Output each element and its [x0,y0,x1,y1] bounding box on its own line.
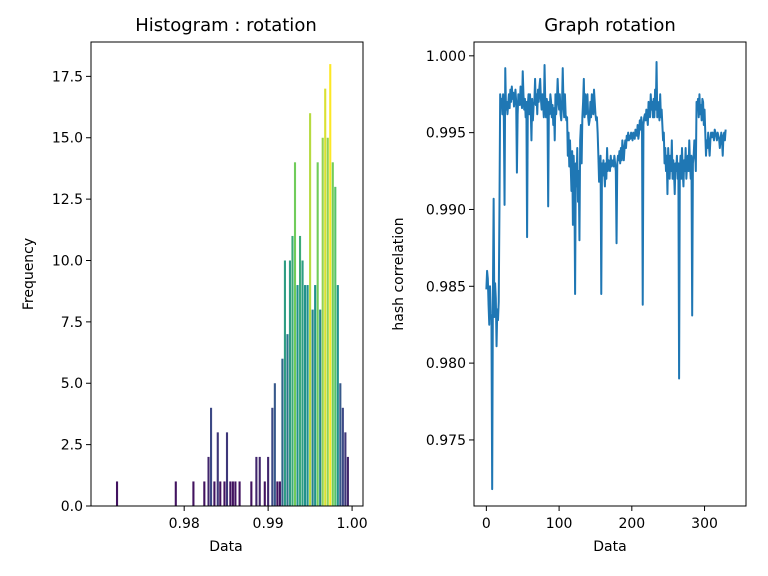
histogram-bar [225,432,229,506]
line-graph-x-tick-label: 0 [482,516,491,532]
histogram-axes-frame [90,41,364,507]
line-graph-title: Graph rotation [544,15,676,36]
histogram-y-ticks: 0.0 2.5 5.0 7.5 10.0 12.5 15.0 17.5 [52,69,91,515]
histogram-bar [210,407,213,506]
line-graph-panel: Graph rotation 0.975 0.980 0.985 0.990 0.995… [391,15,747,555]
line-graph-axes-frame [473,41,747,507]
line-series [485,60,727,491]
histogram-bar [273,383,276,506]
line-graph-x-tick-label: 200 [618,516,645,532]
histogram-panel: Histogram : rotation 0.0 2.5 5.0 7.5 10.0 12.… [21,15,368,555]
histogram-bar [192,481,195,506]
histogram-bar [278,481,281,506]
line-graph-y-tick-label: 1.000 [426,49,466,65]
histogram-bars [115,64,349,507]
histogram-bar [316,162,319,507]
histogram-bar [311,309,314,506]
line-graph-y-tick-label: 0.985 [426,279,466,295]
line-graph-x-tick-label: 100 [546,516,573,532]
histogram-bar [329,64,332,506]
histogram-bar [207,456,210,506]
histogram-bar [281,358,284,506]
histogram-x-tick-label: 1.00 [337,516,368,532]
histogram-bar [291,235,294,506]
histogram-bar [174,481,177,506]
histogram-bar [306,285,309,506]
histogram-y-tick-label: 5.0 [61,376,83,392]
line-graph-y-tick-label: 0.995 [426,126,466,142]
histogram-bar [304,285,307,506]
histogram-bar [341,407,344,506]
line-graph-y-ticks: 0.975 0.980 0.985 0.990 0.995 1.000 [426,49,474,449]
histogram-bar [255,456,258,506]
histogram-y-tick-label: 0.0 [61,499,83,515]
line-graph-y-axis-label: hash correlation [391,217,407,330]
histogram-bar [301,260,304,506]
histogram-bar [223,481,226,506]
histogram-y-tick-label: 17.5 [52,69,83,85]
histogram-bar [276,481,279,506]
histogram-bar [309,113,312,506]
histogram-bar [324,88,327,507]
histogram-y-tick-label: 2.5 [61,438,83,454]
histogram-bar [344,432,347,506]
histogram-x-axis-label: Data [209,539,242,555]
line-graph-x-ticks: 0 100 200 300 [482,506,718,532]
histogram-bar [326,137,329,506]
histogram-bar [334,186,337,506]
histogram-bar [271,407,274,506]
histogram-bar [219,481,222,506]
histogram-bar [331,162,334,507]
histogram-bar [296,285,299,506]
histogram-x-ticks: 0.98 0.99 1.00 [169,506,368,532]
histogram-y-tick-label: 10.0 [52,253,83,269]
histogram-x-tick-label: 0.98 [169,516,200,532]
histogram-y-tick-label: 7.5 [61,315,83,331]
histogram-bar [267,456,270,506]
line-graph-x-axis-label: Data [593,539,626,555]
histogram-title: Histogram : rotation [135,15,316,36]
histogram-y-axis-label: Frequency [21,238,37,310]
histogram-bar [229,481,232,506]
histogram-bar [286,334,289,506]
histogram-bar [283,260,286,506]
histogram-bar [238,481,241,506]
histogram-bar [263,481,266,506]
line-graph-y-tick-label: 0.990 [426,202,466,218]
histogram-bar [216,432,219,506]
histogram-bar [213,481,216,506]
histogram-bar [336,285,339,506]
histogram-bar [319,309,322,506]
histogram-bar [258,456,261,506]
histogram-x-tick-label: 0.99 [253,516,284,532]
histogram-bar [203,481,206,506]
histogram-y-tick-label: 12.5 [52,192,83,208]
histogram-bar [346,456,349,506]
histogram-y-tick-label: 15.0 [52,131,83,147]
line-graph-y-tick-label: 0.975 [426,433,466,449]
line-graph-x-tick-label: 300 [691,516,718,532]
histogram-bar [321,137,324,506]
histogram-bar [231,481,234,506]
line-graph-y-tick-label: 0.980 [426,356,466,372]
histogram-bar [293,162,297,507]
histogram-bar [314,285,317,506]
histogram-bar [115,481,119,506]
histogram-bar [339,383,342,506]
histogram-bar [298,235,302,506]
histogram-bar [288,260,292,506]
histogram-bar [234,481,237,506]
histogram-bar [250,481,253,506]
